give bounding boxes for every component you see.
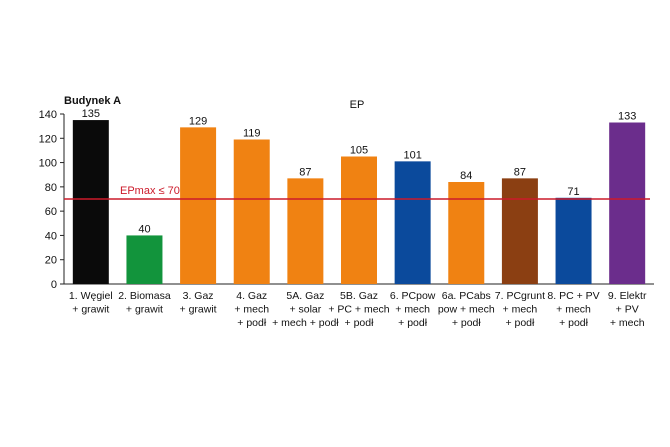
- category-label-line: + grawit: [72, 304, 109, 316]
- category-label-line: + podł: [398, 317, 428, 329]
- value-label: 87: [299, 166, 311, 178]
- category-label-line: + mech: [610, 317, 645, 329]
- category-label: 3. Gaz + grawit: [180, 290, 217, 316]
- category-label-line: + mech + podł: [272, 317, 339, 329]
- bar: [609, 122, 646, 284]
- y-tick-label: 120: [39, 133, 57, 145]
- category-label: 4. Gaz + mech + podł: [234, 290, 269, 329]
- y-tick-label: 40: [45, 230, 57, 242]
- category-label-line: + mech: [234, 304, 269, 316]
- bar: [233, 139, 270, 284]
- category-label-line: 7. PCgrunt: [495, 290, 545, 302]
- bar: [448, 182, 485, 284]
- category-label-line: pow + mech: [438, 304, 495, 316]
- category-label: 6a. PCabs pow + mech + podł: [438, 290, 495, 329]
- bar: [555, 197, 592, 284]
- value-label: 119: [243, 128, 261, 140]
- category-label-line: 1. Węgiel: [69, 290, 113, 302]
- category-label-line: + podł: [452, 317, 482, 329]
- category-label: 9. Elektr + PV + mech: [608, 290, 647, 329]
- category-label: 2. Biomasa + grawit: [118, 290, 171, 316]
- chart-title: Budynek A: [64, 95, 121, 107]
- bar: [501, 178, 538, 284]
- y-tick-label: 140: [39, 109, 57, 121]
- bar: [341, 156, 377, 284]
- category-label-line: 6. PCpow: [390, 290, 436, 302]
- category-label-line: + mech: [556, 304, 591, 316]
- bar: [394, 161, 431, 284]
- category-label-line: + podł: [559, 317, 589, 329]
- value-label: 87: [514, 166, 526, 178]
- threshold-label: EPmax ≤ 70: [120, 185, 180, 197]
- category-label-line: 2. Biomasa: [118, 290, 171, 302]
- category-label-line: 8. PC + PV: [547, 290, 599, 302]
- category-label-line: + PC + mech: [328, 304, 389, 316]
- value-label: 129: [189, 115, 207, 127]
- value-label: 84: [460, 170, 472, 182]
- category-label: 1. Węgiel + grawit: [69, 290, 113, 316]
- value-label: 101: [403, 149, 421, 161]
- category-label-line: 9. Elektr: [608, 290, 647, 302]
- value-label: 133: [618, 111, 636, 123]
- category-label-line: + podł: [345, 317, 375, 329]
- category-label-line: + grawit: [180, 304, 217, 316]
- category-label-line: + mech: [503, 304, 538, 316]
- category-label-line: 3. Gaz: [183, 290, 214, 302]
- category-label-line: + podł: [237, 317, 267, 329]
- value-label: 40: [138, 223, 150, 235]
- category-label-line: + PV: [616, 304, 639, 316]
- category-label: 5B. Gaz + PC + mech + podł: [328, 290, 389, 329]
- bar: [180, 127, 217, 284]
- category-label: 7. PCgrunt + mech + podł: [495, 290, 545, 329]
- category-label-line: + podł: [505, 317, 535, 329]
- bar: [126, 235, 163, 284]
- value-label: 71: [567, 186, 579, 198]
- value-label: 135: [82, 108, 100, 120]
- y-tick-label: 80: [45, 182, 57, 194]
- category-label-line: + grawit: [126, 304, 163, 316]
- category-label: 5A. Gaz + solar + mech + podł: [272, 290, 339, 329]
- y-tick-label: 100: [39, 158, 57, 170]
- bar: [72, 120, 109, 284]
- y-tick-label: 0: [51, 279, 57, 291]
- category-label-line: 6a. PCabs: [442, 290, 491, 302]
- category-label: 6. PCpow + mech + podł: [390, 290, 436, 329]
- y-tick-label: 20: [45, 255, 57, 267]
- value-labels: 135 40 129 119 87 105 101 84 87 71 133: [82, 108, 637, 235]
- category-label-line: + mech: [395, 304, 430, 316]
- category-label-line: 5A. Gaz: [286, 290, 324, 302]
- y-tick-label: 60: [45, 206, 57, 218]
- bars: [72, 120, 646, 284]
- category-label-line: + solar: [289, 304, 321, 316]
- category-label-line: 5B. Gaz: [340, 290, 378, 302]
- value-label: 105: [350, 145, 368, 157]
- category-label-line: 4. Gaz: [236, 290, 267, 302]
- chart-subtitle: EP: [350, 99, 365, 111]
- bar: [287, 178, 324, 284]
- category-label: 8. PC + PV + mech + podł: [547, 290, 599, 329]
- threshold: EPmax ≤ 70: [64, 185, 650, 200]
